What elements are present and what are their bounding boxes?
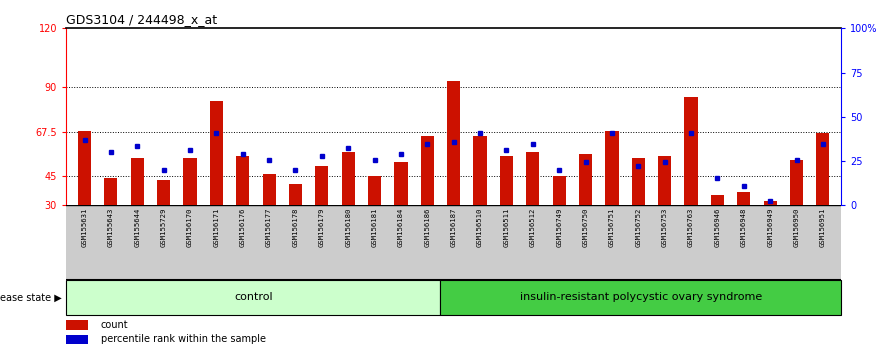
Bar bbox=[183, 158, 196, 205]
Text: disease state ▶: disease state ▶ bbox=[0, 292, 62, 302]
Bar bbox=[658, 156, 671, 205]
Text: GSM156177: GSM156177 bbox=[266, 207, 272, 247]
Text: GSM156171: GSM156171 bbox=[213, 207, 219, 247]
Bar bbox=[66, 335, 88, 344]
Text: GSM155631: GSM155631 bbox=[82, 207, 87, 247]
Bar bbox=[210, 101, 223, 205]
Bar bbox=[817, 132, 830, 205]
Text: GSM155729: GSM155729 bbox=[160, 207, 167, 247]
Bar bbox=[552, 176, 566, 205]
Bar bbox=[342, 152, 355, 205]
Text: GSM156180: GSM156180 bbox=[345, 207, 352, 247]
Text: GDS3104 / 244498_x_at: GDS3104 / 244498_x_at bbox=[66, 13, 218, 26]
Text: GSM156753: GSM156753 bbox=[662, 207, 668, 247]
Text: GSM155644: GSM155644 bbox=[134, 207, 140, 247]
Bar bbox=[263, 174, 276, 205]
Bar bbox=[66, 320, 88, 330]
Text: GSM156187: GSM156187 bbox=[451, 207, 456, 247]
Bar bbox=[685, 97, 698, 205]
Text: count: count bbox=[101, 320, 129, 330]
Text: GSM156512: GSM156512 bbox=[529, 207, 536, 247]
Text: GSM156186: GSM156186 bbox=[425, 207, 430, 247]
Text: GSM155643: GSM155643 bbox=[107, 207, 114, 247]
Text: GSM156511: GSM156511 bbox=[503, 207, 509, 247]
Bar bbox=[764, 201, 777, 205]
Bar bbox=[579, 154, 592, 205]
Text: GSM156750: GSM156750 bbox=[582, 207, 589, 247]
Bar bbox=[448, 81, 460, 205]
Bar bbox=[605, 131, 618, 205]
Bar bbox=[737, 192, 751, 205]
Text: GSM156170: GSM156170 bbox=[187, 207, 193, 247]
Bar bbox=[500, 156, 513, 205]
Bar bbox=[78, 131, 91, 205]
Text: percentile rank within the sample: percentile rank within the sample bbox=[101, 335, 266, 344]
Bar bbox=[526, 152, 539, 205]
Bar bbox=[790, 160, 803, 205]
Text: GSM156946: GSM156946 bbox=[714, 207, 721, 247]
Text: GSM156176: GSM156176 bbox=[240, 207, 246, 247]
Bar bbox=[315, 166, 329, 205]
Text: GSM156948: GSM156948 bbox=[741, 207, 747, 247]
Text: GSM156752: GSM156752 bbox=[635, 207, 641, 247]
Text: GSM156951: GSM156951 bbox=[820, 207, 825, 247]
Text: GSM156181: GSM156181 bbox=[372, 207, 378, 247]
Bar bbox=[368, 176, 381, 205]
Text: GSM156179: GSM156179 bbox=[319, 207, 325, 247]
Bar bbox=[104, 178, 117, 205]
Bar bbox=[66, 280, 440, 315]
Text: GSM156184: GSM156184 bbox=[398, 207, 404, 247]
Text: GSM156749: GSM156749 bbox=[556, 207, 562, 247]
Bar bbox=[421, 137, 434, 205]
Bar bbox=[440, 280, 841, 315]
Text: GSM156949: GSM156949 bbox=[767, 207, 774, 247]
Bar bbox=[289, 184, 302, 205]
Text: GSM156763: GSM156763 bbox=[688, 207, 694, 247]
Bar bbox=[236, 156, 249, 205]
Text: GSM156510: GSM156510 bbox=[478, 207, 483, 247]
Bar bbox=[157, 180, 170, 205]
Bar bbox=[711, 195, 724, 205]
Bar bbox=[395, 162, 408, 205]
Bar bbox=[632, 158, 645, 205]
Text: GSM156178: GSM156178 bbox=[292, 207, 299, 247]
Bar bbox=[473, 137, 486, 205]
Bar bbox=[130, 158, 144, 205]
Text: insulin-resistant polycystic ovary syndrome: insulin-resistant polycystic ovary syndr… bbox=[520, 292, 762, 302]
Text: control: control bbox=[233, 292, 272, 302]
Text: GSM156751: GSM156751 bbox=[609, 207, 615, 247]
Text: GSM156950: GSM156950 bbox=[794, 207, 800, 247]
